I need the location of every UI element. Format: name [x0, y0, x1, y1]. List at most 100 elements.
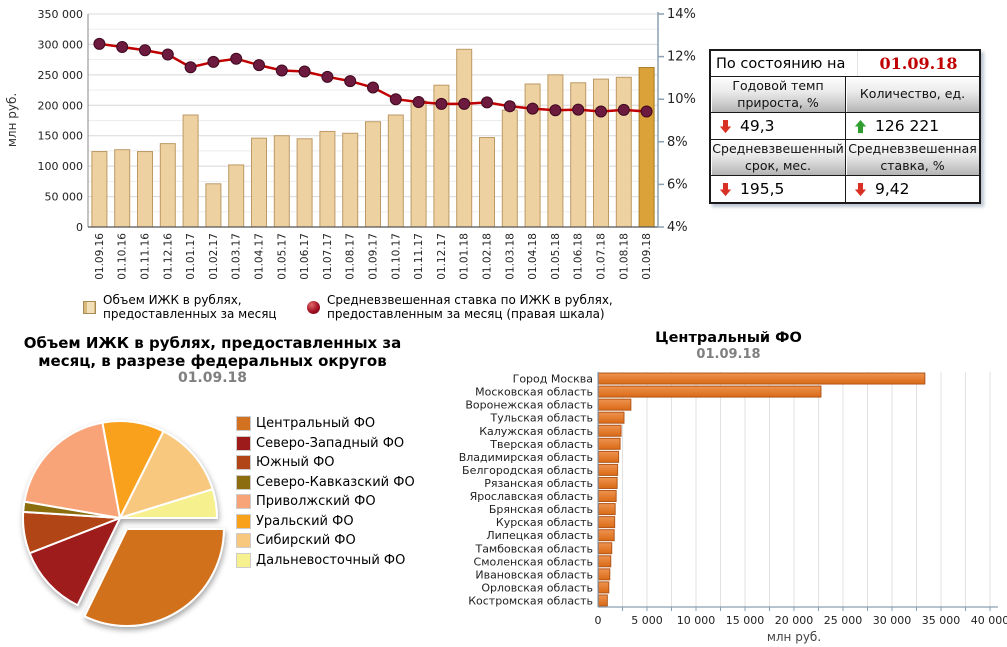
rate-line [99, 42, 647, 113]
metric-header-0: Годовой темп прироста, % [711, 77, 845, 112]
rate-marker [389, 93, 402, 106]
pie-legend-label: Уральский ФО [256, 513, 354, 529]
x-axis-tick-label: 01.08.17 [345, 233, 357, 280]
x-axis-tick-label: 25 000 [824, 614, 863, 627]
volume-bar [479, 137, 495, 228]
x-axis-title: млн руб. [767, 630, 821, 644]
region-bars-series [598, 372, 926, 607]
region-label: Рязанская область [484, 477, 593, 490]
region-label: Тульская область [489, 412, 593, 425]
metric-value-text: 195,5 [740, 180, 785, 198]
pie-legend-swatch-icon [236, 416, 251, 432]
x-axis-tick-label: 01.05.18 [550, 233, 562, 280]
volume-bar [593, 78, 609, 228]
metric-header-3: Средневзвешенная ставка, % [845, 140, 979, 175]
rate-marker [367, 81, 379, 94]
legend-label-volume: Объем ИЖК в рублях, предоставленных за м… [103, 293, 277, 321]
x-axis-tick-label: 01.02.18 [482, 233, 494, 280]
pie-slice-8 [119, 488, 218, 519]
region-bar [598, 411, 625, 424]
right-axis-tick-label: 6% [667, 177, 688, 192]
central-district-chart-block: Центральный ФО 01.09.18 Город Москва Моск… [450, 330, 1007, 647]
metric-value-text: 126 221 [875, 117, 940, 135]
metric-value-text: 49,3 [740, 117, 775, 135]
metric-header-1: Количество, ед. [845, 77, 979, 112]
status-panel-date: 01.09.18 [857, 51, 979, 76]
metric-value-2: 195,5 [711, 176, 845, 202]
x-axis-tick-label: 01.09.18 [641, 233, 653, 280]
pie-legend-swatch-icon [236, 533, 251, 549]
left-axis-tick-label: 50 000 [45, 191, 84, 204]
rate-marker [253, 59, 265, 72]
x-axis-tick-label: 01.11.17 [413, 233, 425, 280]
volume-bar [273, 135, 290, 228]
rate-marker [93, 37, 106, 50]
pie-legend-label: Дальневосточный ФО [256, 552, 406, 568]
pie-legend-label: Северо-Кавказский ФО [256, 474, 415, 490]
region-label: Тамбовская область [474, 542, 593, 555]
x-axis-tick-label: 01.02.17 [208, 233, 220, 280]
trend-down-arrow-icon [854, 182, 867, 196]
x-axis-tick-label: 01.11.16 [140, 233, 152, 280]
volume-bar [159, 143, 176, 228]
x-axis-tick-label: 20 000 [775, 614, 814, 627]
status-panel-title: По состоянию на [716, 55, 846, 72]
metric-value-0: 49,3 [711, 113, 845, 139]
region-label: Орловская область [481, 581, 593, 594]
volume-bar [387, 114, 404, 228]
region-label: Брянская область [489, 503, 593, 516]
left-axis-tick-label: 0 [76, 221, 83, 234]
x-axis-tick-label: 10 000 [677, 614, 716, 627]
pie-legend-label: Северо-Западный ФО [256, 435, 405, 451]
pie-legend-item-6: Уральский ФО [236, 512, 415, 532]
region-bar [598, 476, 618, 489]
region-label: Белгородская область [462, 464, 593, 477]
rate-marker [298, 65, 311, 78]
pie-legend-label: Южный ФО [256, 455, 335, 471]
volume-bar [296, 138, 313, 228]
region-label: Калужская область [479, 425, 593, 438]
x-axis-tick-label: 01.01.17 [185, 233, 197, 280]
pie-legend: Центральный ФО Северо-Западный ФО Южный ФО… [236, 414, 415, 570]
region-label: Тверская область [489, 438, 593, 451]
metric-header-2: Средневзвешенный срок, мес. [711, 140, 845, 175]
region-label: Липецкая область [486, 529, 593, 542]
pie-legend-swatch-icon [236, 455, 251, 471]
x-axis-tick-label: 01.08.18 [618, 233, 630, 280]
pie-legend-swatch-icon [236, 513, 251, 529]
region-label: Воронежская область [465, 399, 593, 412]
region-label: Смоленская область [474, 555, 593, 568]
left-axis-tick-label: 100 000 [38, 160, 84, 173]
pie-legend-swatch-icon [236, 494, 251, 510]
rate-marker [321, 70, 334, 83]
region-label: Московская область [475, 386, 593, 399]
metric-value-3: 9,42 [845, 176, 979, 202]
rate-marker [207, 55, 220, 68]
region-bar [598, 555, 612, 568]
rate-marker [503, 100, 516, 113]
x-axis-tick-label: 01.03.18 [504, 233, 516, 280]
right-axis-tick-label: 14% [667, 7, 696, 22]
pie-chart-title: Объем ИЖК в рублях, предоставленных за м… [23, 334, 402, 370]
rate-marker [526, 102, 539, 115]
left-axis-tick-label: 200 000 [38, 99, 84, 112]
region-bar [598, 594, 608, 607]
rate-marker [435, 97, 448, 110]
region-bar [598, 385, 822, 398]
bar-swatch-icon [83, 300, 96, 314]
rate-line-series [93, 37, 653, 118]
pie-legend-item-4: Северо-Кавказский ФО [236, 473, 415, 493]
region-bar [598, 398, 632, 411]
x-axis-tick-label: 01.10.17 [390, 233, 402, 280]
pie-legend-label: Центральный ФО [256, 416, 376, 432]
volume-bar [91, 151, 108, 228]
rate-marker [458, 97, 471, 110]
region-label: Город Москва [513, 373, 593, 386]
region-bar [598, 450, 620, 463]
federal-districts-pie-chart [22, 420, 225, 627]
pie-chart-header: Объем ИЖК в рублях, предоставленных за м… [0, 334, 425, 387]
trend-up-arrow-icon [854, 119, 867, 133]
region-bar [598, 372, 926, 385]
volume-bar [137, 151, 153, 228]
rate-marker [617, 103, 630, 116]
